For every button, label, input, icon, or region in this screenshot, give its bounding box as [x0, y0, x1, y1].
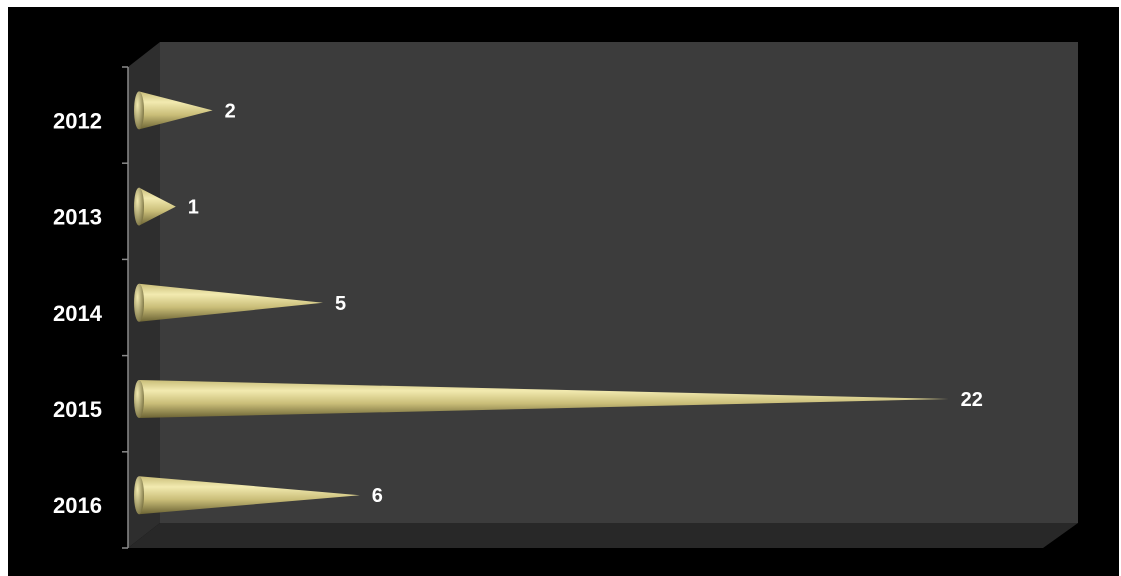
- cone-base-2012: [134, 91, 144, 129]
- plot-floor: [128, 523, 1078, 548]
- data-label-2015: 22: [961, 389, 983, 411]
- cone-bar-chart: 2012 2013 2014 2015 2016 2 1 5 22 6: [8, 7, 1119, 576]
- data-label-2014: 5: [335, 293, 346, 315]
- category-label-2016: 2016: [53, 493, 102, 518]
- category-label-2012: 2012: [53, 108, 102, 133]
- data-label-2016: 6: [372, 485, 383, 507]
- chart-frame: 2012 2013 2014 2015 2016 2 1 5 22 6: [8, 7, 1119, 576]
- cone-base-2015: [134, 380, 144, 418]
- cone-base-2013: [134, 188, 144, 226]
- data-label-2013: 1: [188, 197, 199, 219]
- category-label-2013: 2013: [53, 205, 102, 230]
- category-axis-labels: 2012 2013 2014 2015 2016: [53, 108, 103, 518]
- cone-base-2014: [134, 284, 144, 322]
- category-axis-ticks: [122, 67, 128, 548]
- category-label-2014: 2014: [53, 301, 103, 326]
- cone-base-2016: [134, 476, 144, 514]
- data-label-2012: 2: [225, 100, 236, 122]
- plot-back-wall: [160, 42, 1078, 523]
- category-label-2015: 2015: [53, 397, 102, 422]
